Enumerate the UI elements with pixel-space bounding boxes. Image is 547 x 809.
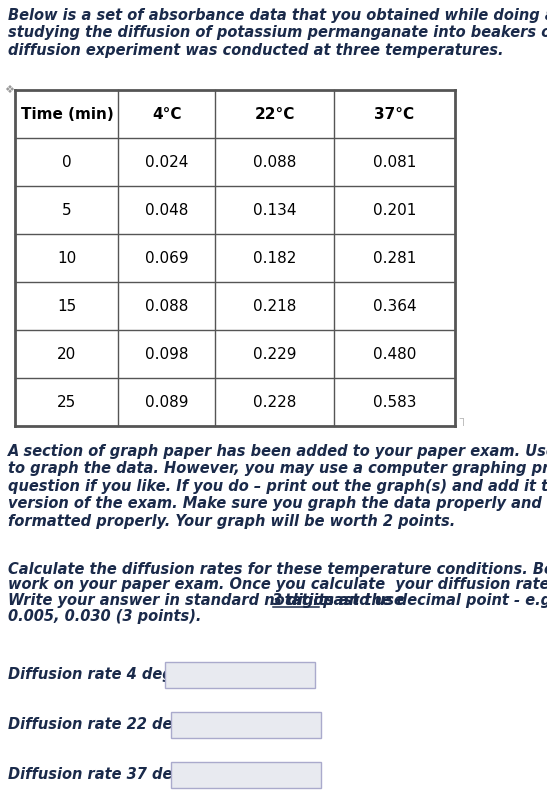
Text: 0.069: 0.069 — [145, 251, 189, 265]
Text: Time (min): Time (min) — [21, 107, 114, 121]
Text: 37°C: 37°C — [375, 107, 415, 121]
Bar — [171, 762, 321, 788]
Text: Calculate the diffusion rates for these temperature conditions. Be sure to show : Calculate the diffusion rates for these … — [8, 562, 547, 577]
Text: 0.048: 0.048 — [145, 202, 189, 218]
Text: 0.201: 0.201 — [373, 202, 416, 218]
Text: Diffusion rate 4 degrees =: Diffusion rate 4 degrees = — [8, 667, 226, 683]
Text: 0.182: 0.182 — [253, 251, 296, 265]
Text: L: L — [457, 414, 463, 424]
Text: 0.480: 0.480 — [373, 346, 416, 362]
Text: 22°C: 22°C — [254, 107, 295, 121]
Text: 0: 0 — [62, 155, 72, 170]
Text: Diffusion rate 37 degrees =: Diffusion rate 37 degrees = — [8, 768, 236, 782]
Text: 3 digits: 3 digits — [272, 593, 335, 608]
Text: ❖: ❖ — [4, 85, 14, 95]
Text: 0.583: 0.583 — [373, 395, 416, 409]
Text: 25: 25 — [57, 395, 77, 409]
Text: 0.088: 0.088 — [253, 155, 296, 170]
Text: 0.134: 0.134 — [253, 202, 296, 218]
Text: Write your answer in standard notation and use: Write your answer in standard notation a… — [8, 593, 409, 608]
Text: 0.005, 0.030 (3 points).: 0.005, 0.030 (3 points). — [8, 608, 201, 624]
Text: 0.081: 0.081 — [373, 155, 416, 170]
Text: 20: 20 — [57, 346, 77, 362]
Text: 0.229: 0.229 — [253, 346, 296, 362]
Text: 0.024: 0.024 — [145, 155, 189, 170]
Text: 0.089: 0.089 — [145, 395, 189, 409]
Text: past the decimal point - e.g.: past the decimal point - e.g. — [318, 593, 547, 608]
Text: 0.098: 0.098 — [145, 346, 189, 362]
Text: A section of graph paper has been added to your paper exam. Use this graph paper: A section of graph paper has been added … — [8, 444, 547, 528]
Text: 0.228: 0.228 — [253, 395, 296, 409]
Text: work on your paper exam. Once you calculate  your diffusion rates - fill in the : work on your paper exam. Once you calcul… — [8, 578, 547, 592]
Text: 0.281: 0.281 — [373, 251, 416, 265]
Text: 0.218: 0.218 — [253, 299, 296, 314]
Text: 5: 5 — [62, 202, 72, 218]
Bar — [15, 90, 455, 426]
Text: Below is a set of absorbance data that you obtained while doing an experiment
st: Below is a set of absorbance data that y… — [8, 8, 547, 57]
Text: Diffusion rate 22 degrees =: Diffusion rate 22 degrees = — [8, 718, 236, 732]
Text: 0.088: 0.088 — [145, 299, 189, 314]
Text: 0.364: 0.364 — [373, 299, 416, 314]
Bar — [165, 662, 316, 688]
Text: 15: 15 — [57, 299, 77, 314]
Text: 10: 10 — [57, 251, 77, 265]
Bar — [171, 712, 321, 738]
Text: 4°C: 4°C — [152, 107, 182, 121]
